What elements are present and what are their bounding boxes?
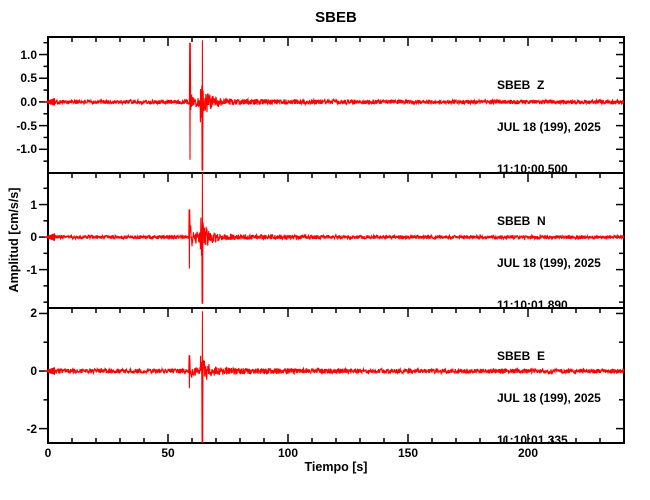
- y-tick-label: -1: [26, 262, 37, 277]
- y-tick-label: 1.0: [20, 47, 37, 62]
- y-tick-label: 0.5: [20, 71, 37, 86]
- seismic-trace-N: [47, 172, 625, 304]
- trace-start-marker-N: [44, 233, 55, 242]
- annotation-date-e: JUL 18 (199), 2025: [497, 391, 601, 405]
- annotation-time-e: 11:10:01.335: [497, 433, 568, 447]
- x-axis-label: Tiempo [s]: [304, 460, 368, 474]
- trace-start-marker-Z: [44, 97, 55, 106]
- y-tick-label: 1: [30, 197, 37, 212]
- annotation-date-z: JUL 18 (199), 2025: [497, 120, 601, 134]
- y-tick-label: -2: [26, 421, 37, 436]
- trace-annotation-z: SBEB Z JUL 18 (199), 2025 11:10:00.500: [497, 50, 642, 204]
- trace-start-marker-E: [44, 367, 55, 375]
- annotation-station-n: SBEB N: [497, 214, 546, 228]
- annotation-time-z: 11:10:00.500: [497, 162, 568, 176]
- figure-title: SBEB: [315, 9, 357, 26]
- x-tick-label: 100: [277, 446, 299, 460]
- y-tick-label: 0: [30, 364, 37, 379]
- x-tick-label: 200: [517, 446, 539, 460]
- y-tick-label: -0.5: [16, 118, 37, 133]
- trace-annotation-n: SBEB N JUL 18 (199), 2025 11:10:01.890: [497, 186, 642, 340]
- seismic-trace-E: [47, 311, 625, 444]
- y-tick-label: -1.0: [16, 142, 37, 157]
- y-tick-label: 0: [30, 230, 37, 245]
- x-tick-label: 0: [44, 446, 52, 460]
- trace-annotation-e: SBEB E JUL 18 (199), 2025 11:10:01.335: [497, 321, 642, 475]
- annotation-time-n: 11:10:01.890: [497, 298, 568, 312]
- annotation-station-z: SBEB Z: [497, 78, 545, 92]
- y-tick-label: 2: [30, 306, 37, 321]
- x-tick-label: 150: [397, 446, 419, 460]
- y-tick-label: 0.0: [20, 94, 37, 109]
- annotation-date-n: JUL 18 (199), 2025: [497, 256, 601, 270]
- seismic-trace-Z: [47, 40, 625, 171]
- x-tick-label: 50: [161, 446, 175, 460]
- annotation-station-e: SBEB E: [497, 349, 546, 363]
